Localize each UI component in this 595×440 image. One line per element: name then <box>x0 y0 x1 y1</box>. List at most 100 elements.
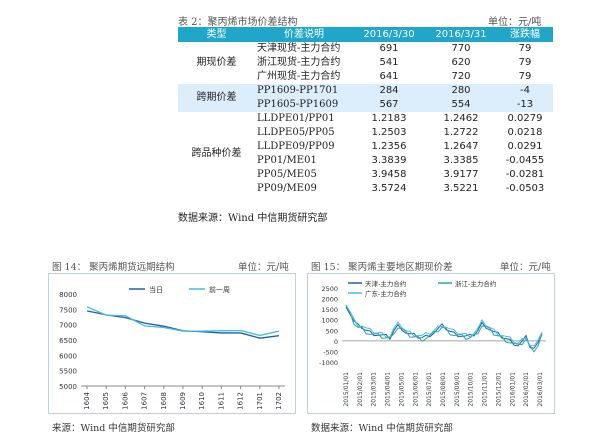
table-row: PP01/ME01 3.3839 3.3385 -0.0455 <box>178 154 553 168</box>
x-tick-label: 2015/11/01 <box>482 372 489 407</box>
table-label-cell: LLDPE09/PP09 <box>257 141 335 152</box>
table-value-cell: 1.2462 <box>443 113 479 124</box>
x-tick-label: 1606 <box>121 391 129 409</box>
x-tick-label: 2015/03/01 <box>371 372 378 407</box>
table-value-cell: 567 <box>353 98 425 112</box>
table-value-cell: 691 <box>379 43 399 54</box>
table-row: LLDPE05/PP05 1.2503 1.2722 0.0218 <box>178 126 553 140</box>
legend-label: 广东-主力合约 <box>365 289 406 298</box>
table-row: LLDPE09/PP09 1.2356 1.2647 0.0291 <box>178 140 553 154</box>
figure14-chart-box: 5000 5500 6000 6500 7000 7500 8000 1604 1605 1606… <box>48 273 296 414</box>
y-tick-label: 6500 <box>59 337 77 345</box>
table-value-cell: 720 <box>451 71 471 82</box>
x-tick-label: 2016/03/01 <box>537 372 544 407</box>
y-tick-label: 7000 <box>59 322 77 330</box>
x-tick-label: 1701 <box>256 392 264 410</box>
y-tick-label: -500 <box>323 348 338 356</box>
x-tick-label: 2016/02/01 <box>523 372 530 407</box>
table-row: PP05/ME05 3.9458 3.9177 -0.0281 <box>178 168 553 182</box>
x-tick-label: 2015/07/01 <box>426 372 433 407</box>
series-line <box>345 304 543 347</box>
table-value-cell: 770 <box>451 43 471 54</box>
table-row: 浙江现货-主力合约 541 620 79 <box>178 56 553 70</box>
x-tick-label: 2015/01/01 <box>343 372 350 407</box>
table-row: PP1605-PP1609 567 554 -13 <box>178 98 553 112</box>
table-value-cell: 1.2647 <box>443 141 479 152</box>
y-tick-label: 5000 <box>59 383 77 391</box>
y-tick-label: 8000 <box>59 291 77 299</box>
table-value-cell: 3.3839 <box>371 155 407 166</box>
table-label-cell: LLDPE01/PP01 <box>257 113 335 124</box>
table-value-cell: -0.0455 <box>505 155 545 166</box>
y-tick-label: 6000 <box>59 352 77 360</box>
table-label-cell: PP1609-PP1701 <box>255 84 353 98</box>
x-tick-label: 2015/08/01 <box>440 372 447 407</box>
table-label-cell: 广州现货-主力合约 <box>257 71 341 82</box>
x-tick-label: 1611 <box>217 392 225 410</box>
y-tick-label: 1500 <box>321 306 338 314</box>
table-value-cell: 1.2503 <box>371 127 407 138</box>
y-tick-label: 500 <box>326 327 338 335</box>
table-category-cell: 跨期价差 <box>178 84 255 112</box>
x-tick-label: 2015/09/01 <box>454 372 461 407</box>
series-line <box>345 305 543 353</box>
y-tick-label: 5500 <box>59 368 77 376</box>
table-label-cell: PP1605-PP1609 <box>255 98 353 112</box>
x-tick-label: 1607 <box>141 392 149 410</box>
table-value-cell: 3.9177 <box>443 169 479 180</box>
y-tick-label: 2500 <box>321 285 338 293</box>
x-tick-label: 1609 <box>179 392 187 410</box>
table-value-cell: 79 <box>518 57 532 68</box>
table-value-cell: 1.2722 <box>443 127 479 138</box>
table-source: 数据来源：Wind 中信期货研究部 <box>178 213 328 224</box>
y-tick-label: 2000 <box>321 296 338 304</box>
table-value-cell: -0.0281 <box>505 169 545 180</box>
table-value-cell: 0.0291 <box>507 141 543 152</box>
table-value-cell: -4 <box>497 84 553 98</box>
legend-label: 当日 <box>149 285 163 294</box>
y-tick-label: 0 <box>334 338 338 346</box>
legend-label: 前一周 <box>209 285 230 294</box>
table-header-cell: 涨跌幅 <box>497 27 553 42</box>
table-row: 跨期价差 PP1609-PP1701 284 280 -4 <box>178 84 553 112</box>
figure14-title: 图 14： 聚丙烯期货远期结构 <box>52 262 175 273</box>
table-value-cell: 79 <box>518 71 532 82</box>
table-value-cell: 620 <box>451 57 471 68</box>
x-tick-label: 1612 <box>237 392 245 410</box>
table-category-cell: 跨品种价差 <box>191 148 242 159</box>
figure15-chart-box: -1000 -500 0 500 1000 1500 2000 2500 2015/01/01 2… <box>307 273 555 414</box>
table-value-cell: 3.5724 <box>371 183 407 194</box>
table-value-cell: 0.0218 <box>507 127 543 138</box>
x-tick-label: 2015/05/01 <box>398 372 405 407</box>
table-row: PP09/ME09 3.5724 3.5221 -0.0503 <box>178 182 553 196</box>
forward-curve-chart: 5000 5500 6000 6500 7000 7500 8000 1604 1605 1606… <box>59 285 285 410</box>
table-unit: 单位：元/吨 <box>488 17 542 28</box>
figure15-unit: 单位：元/吨 <box>500 262 551 273</box>
table-value-cell: 541 <box>379 57 399 68</box>
table-value-cell: 1.2183 <box>371 113 407 124</box>
figure14-unit: 单位：元/吨 <box>238 262 289 273</box>
x-tick-label: 2015/06/01 <box>412 372 419 407</box>
table-value-cell: 1.2356 <box>371 141 407 152</box>
table-label-cell: LLDPE05/PP05 <box>257 127 335 138</box>
x-tick-label: 2015/02/01 <box>357 372 364 407</box>
table-category-cell: 期现价差 <box>196 57 237 68</box>
table-label-cell: PP09/ME09 <box>257 183 317 194</box>
table-value-cell: 284 <box>353 84 425 98</box>
table-row: 跨品种价差 LLDPE01/PP01 1.2183 1.2462 0.0279 <box>178 112 553 159</box>
x-tick-label: 1604 <box>83 391 91 409</box>
table-value-cell: -13 <box>497 98 553 112</box>
x-tick-label: 2016/01/01 <box>509 372 516 407</box>
table-value-cell: 3.3385 <box>443 155 479 166</box>
legend-label: 浙江-主力合约 <box>455 279 496 288</box>
table-row: 期现价差 天津现货-主力合约 691 770 79 <box>178 42 553 68</box>
x-tick-label: 1610 <box>198 392 206 410</box>
table-row: 广州现货-主力合约 641 720 79 <box>178 70 553 84</box>
table-header-cell: 类型 <box>178 27 255 42</box>
table-value-cell: 280 <box>425 84 497 98</box>
y-tick-label: 1000 <box>321 317 338 325</box>
y-tick-label: 7500 <box>59 306 77 314</box>
figure15-title: 图 15： 聚丙烯主要地区期现价差 <box>311 262 453 273</box>
x-tick-label: 2015/12/01 <box>495 372 502 407</box>
price-spread-table: 类型 价差说明 2016/3/30 2016/3/31 涨跌幅 期现价差 天津现货-主力合… <box>178 27 553 196</box>
